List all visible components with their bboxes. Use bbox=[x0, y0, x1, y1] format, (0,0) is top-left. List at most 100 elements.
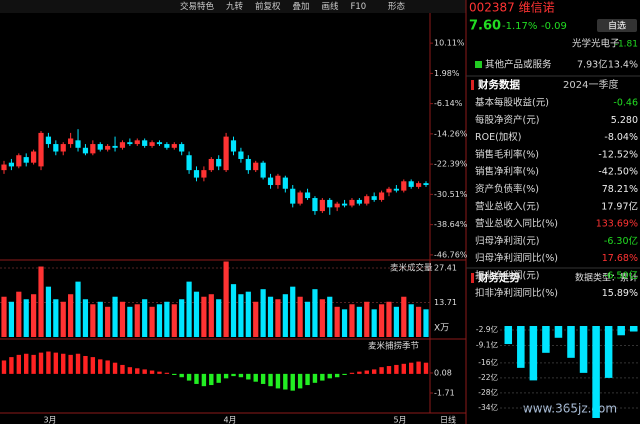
volume-bar bbox=[401, 296, 407, 337]
finance-label: ROE(加权) bbox=[475, 131, 522, 143]
indicator-bar bbox=[1, 360, 7, 374]
candle-body bbox=[393, 188, 399, 191]
candle-body bbox=[267, 177, 274, 186]
x-tick-label: 4月 bbox=[223, 416, 236, 424]
candle-body bbox=[341, 203, 348, 206]
indicator-bar bbox=[127, 367, 133, 374]
indicator-bar bbox=[327, 373, 332, 379]
trend-bar bbox=[629, 326, 638, 332]
finance-label: 扣非净利润(元) bbox=[475, 270, 539, 282]
candle-body bbox=[38, 132, 44, 167]
volume-bar bbox=[97, 301, 103, 337]
candle-body bbox=[223, 136, 229, 171]
finance-label: 扣非净利润同比(%) bbox=[475, 287, 558, 299]
volume-bar bbox=[290, 286, 296, 337]
indicator-bar bbox=[135, 368, 140, 374]
indicator-bar bbox=[68, 354, 73, 374]
x-tick-label: 5月 bbox=[393, 416, 406, 424]
candle-body bbox=[312, 198, 318, 212]
indicator-bar bbox=[371, 369, 377, 374]
volume-bar bbox=[408, 304, 414, 337]
candle-body bbox=[1, 164, 7, 171]
volume-bar bbox=[60, 301, 66, 337]
volume-bar bbox=[164, 301, 170, 337]
finance-period: 2024一季度 bbox=[563, 78, 618, 91]
indicator-bar bbox=[305, 373, 310, 386]
y-tick-label: -38.64% bbox=[434, 220, 468, 229]
indicator-bar bbox=[216, 373, 221, 383]
indicator-bar bbox=[408, 362, 414, 374]
candle-body bbox=[53, 144, 59, 152]
candle-body bbox=[142, 140, 148, 146]
indicator-bar bbox=[283, 373, 288, 390]
finance-value: -42.50% bbox=[598, 167, 638, 178]
indicator-bar bbox=[194, 373, 199, 384]
toolbar-item[interactable]: 九转 bbox=[226, 1, 244, 12]
indicator-bar bbox=[209, 373, 214, 386]
volume-bar bbox=[186, 281, 192, 337]
y-tick-label: -9.1亿 bbox=[476, 340, 499, 350]
candle-body bbox=[245, 158, 251, 171]
trend-bar bbox=[567, 326, 575, 358]
y-tick-label: 13.71 bbox=[434, 298, 457, 307]
indicator-bar bbox=[90, 357, 96, 374]
volume-bar bbox=[378, 304, 385, 337]
volume-bar bbox=[312, 289, 318, 337]
volume-bar bbox=[31, 294, 37, 337]
volume-bar bbox=[356, 306, 362, 337]
period-label: 日线 bbox=[440, 415, 456, 424]
candle-body bbox=[415, 183, 422, 187]
change: -0.09 bbox=[541, 21, 567, 32]
candle-body bbox=[319, 199, 325, 212]
toolbar-item[interactable]: 交易特色 bbox=[180, 1, 215, 12]
watch-button[interactable] bbox=[597, 19, 637, 32]
candle-body bbox=[23, 157, 29, 163]
volume-bar bbox=[253, 301, 259, 337]
indicator-bar bbox=[98, 359, 103, 374]
volume-bar bbox=[112, 296, 118, 337]
indicator-bar bbox=[246, 373, 251, 380]
candle-body bbox=[282, 177, 288, 189]
candle-body bbox=[238, 151, 244, 159]
y-tick-label: 10.11% bbox=[434, 39, 465, 48]
business-revenue: 7.93亿 bbox=[577, 59, 608, 71]
volume-bar bbox=[275, 299, 281, 337]
volume-bar bbox=[149, 306, 155, 337]
trend-bar bbox=[517, 326, 525, 368]
indicator-bar bbox=[320, 373, 325, 381]
y-tick-label: -28亿 bbox=[478, 387, 498, 397]
volume-bar bbox=[260, 289, 266, 337]
candle-body bbox=[230, 140, 237, 152]
business-share: 13.4% bbox=[608, 60, 638, 71]
indicator-bar bbox=[105, 360, 110, 374]
toolbar-item[interactable]: 形态 bbox=[388, 1, 406, 12]
toolbar-item[interactable]: F10 bbox=[351, 2, 367, 12]
finance-label: 基本每股收益(元) bbox=[475, 97, 549, 109]
candle-body bbox=[334, 203, 340, 208]
finance-value: 133.69% bbox=[596, 219, 638, 230]
toolbar-item[interactable]: 画线 bbox=[322, 1, 340, 12]
candle-body bbox=[149, 142, 155, 146]
toolbar-item[interactable]: 叠加 bbox=[293, 1, 310, 12]
indicator-bar bbox=[386, 366, 392, 374]
y-tick-label: -14.26% bbox=[434, 129, 468, 138]
volume-bar bbox=[53, 299, 59, 337]
indicator-bar bbox=[149, 370, 155, 374]
indicator-bar bbox=[38, 352, 44, 374]
candle-body bbox=[297, 192, 303, 204]
candle-body bbox=[304, 192, 311, 199]
volume-bar bbox=[201, 296, 207, 337]
watch-label[interactable]: 自选 bbox=[608, 20, 626, 32]
candle-body bbox=[171, 144, 177, 148]
indicator-bar bbox=[201, 373, 207, 387]
candle-body bbox=[75, 140, 81, 148]
finance-value: 15.89% bbox=[602, 288, 638, 299]
candle-body bbox=[356, 199, 362, 204]
trend-bar bbox=[617, 326, 625, 336]
indicator-bar bbox=[179, 373, 184, 378]
toolbar bbox=[0, 0, 466, 13]
candle-body bbox=[179, 144, 185, 152]
toolbar-item[interactable]: 前复权 bbox=[255, 1, 281, 12]
candle-body bbox=[423, 183, 429, 186]
candle-body bbox=[208, 158, 214, 171]
